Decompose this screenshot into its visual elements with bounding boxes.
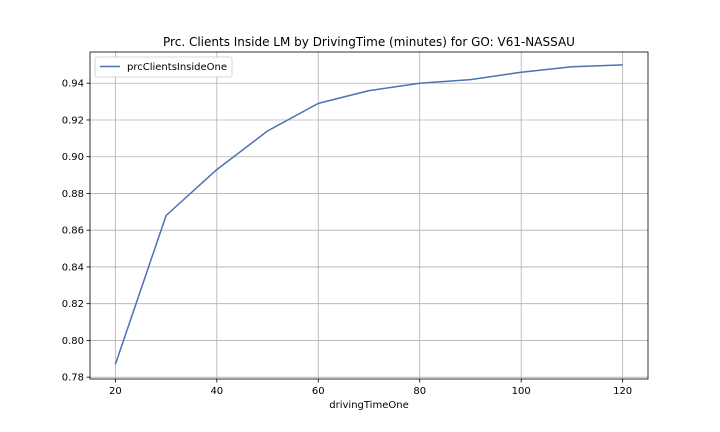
y-tick-label: 0.82	[62, 299, 84, 310]
y-tick-label: 0.92	[62, 115, 84, 126]
x-tick-label: 20	[109, 386, 122, 397]
y-tick-label: 0.86	[62, 226, 84, 237]
x-tick-label: 120	[613, 386, 632, 397]
series-line	[114, 64, 623, 365]
chart-title: Prc. Clients Inside LM by DrivingTime (m…	[163, 35, 575, 49]
x-tick-label: 100	[512, 386, 531, 397]
grid	[90, 52, 648, 379]
legend-box	[94, 56, 233, 78]
y-tick-label: 0.90	[62, 152, 84, 163]
x-axis-label: drivingTimeOne	[329, 400, 408, 411]
y-tick-label: 0.88	[62, 189, 84, 200]
legend: prcClientsInsideOne	[94, 56, 233, 78]
x-tick-label: 60	[312, 386, 325, 397]
legend-label: prcClientsInsideOne	[127, 62, 227, 73]
series-layer	[114, 64, 623, 365]
y-tick-label: 0.94	[62, 79, 84, 90]
plot-frame	[89, 51, 649, 380]
y-tick-label: 0.78	[62, 373, 84, 384]
x-tick-label: 40	[210, 386, 223, 397]
axis-ticks: 20 40 60 80 100 120 0.78 0.80 0.82 0.84 0.86 0.88 0.…	[62, 79, 632, 397]
y-tick-label: 0.80	[62, 336, 84, 347]
y-tick-label: 0.84	[62, 262, 84, 273]
x-tick-label: 80	[413, 386, 426, 397]
